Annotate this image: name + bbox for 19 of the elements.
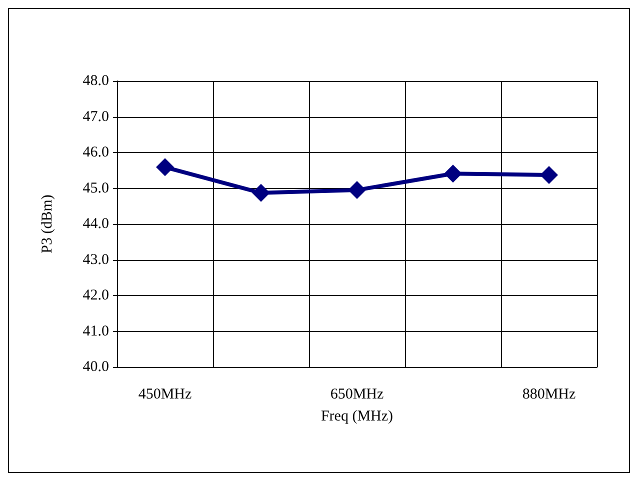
y-tick-label: 40.0 [82, 359, 109, 375]
point [348, 181, 366, 200]
x-tick-label: 450MHz [138, 386, 192, 402]
x-tick-label: 880MHz [522, 386, 576, 402]
point [540, 166, 558, 184]
y-tick-label: 45.0 [82, 180, 109, 196]
y-tick-label: 47.0 [82, 108, 109, 125]
y-tick-label: 41.0 [82, 323, 109, 340]
point [252, 184, 270, 202]
y-tick-label: 44.0 [82, 216, 109, 232]
x-axis-title: Freq (MHz) [320, 408, 394, 424]
y-tick-label: 43.0 [82, 252, 109, 268]
point [156, 158, 174, 176]
y-tick-label: 42.0 [82, 288, 109, 304]
y-tick-label: 48.0 [82, 73, 109, 89]
point [444, 164, 462, 183]
y-tick-label: 46.0 [82, 144, 109, 160]
y-axis-title: P3 (dBm) [40, 194, 56, 254]
x-tick-label: 650MHz [330, 386, 384, 402]
